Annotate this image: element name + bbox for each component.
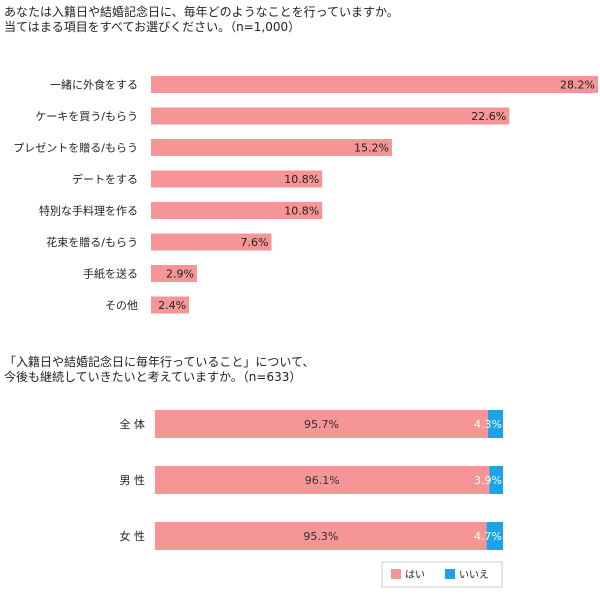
category-label: ケーキを買う/もらう (35, 110, 138, 123)
segment-label: 95.7% (304, 418, 339, 431)
category-label: その他 (105, 299, 138, 312)
question-2-text: 「入籍日や結婚記念日に毎年行っていること」について、 今後も継続していきたいと考… (4, 355, 315, 384)
value-label: 2.4% (158, 299, 186, 312)
category-label: デートをする (72, 172, 138, 186)
category-label: 一緒に外食をする (50, 78, 138, 92)
category-label: 花束を贈る/もらう (46, 235, 138, 249)
legend-swatch (445, 569, 455, 579)
value-label: 28.2% (560, 79, 595, 92)
value-label: 22.6% (471, 110, 506, 123)
legend-swatch (391, 569, 401, 579)
bar-no (488, 410, 503, 438)
bar (151, 202, 323, 219)
bar-no (486, 522, 503, 550)
segment-label: 4.7% (474, 530, 502, 543)
group-label: 全 体 (120, 417, 146, 431)
legend-label: はい (405, 569, 425, 581)
bar-yes (155, 466, 490, 494)
category-label: 手紙を送る (83, 267, 138, 281)
bar (151, 139, 392, 156)
bar (151, 76, 598, 93)
value-label: 15.2% (354, 142, 389, 155)
value-label: 10.8% (284, 205, 319, 218)
legend-box (381, 561, 503, 588)
segment-label: 3.9% (474, 474, 502, 487)
segment-label: 4.3% (474, 418, 502, 431)
legend-label: いいえ (459, 569, 489, 581)
group-label: 男 性 (120, 473, 146, 487)
bar (151, 170, 323, 188)
category-label: プレゼントを贈る/もらう (13, 141, 138, 155)
bar-no (489, 466, 503, 494)
bar (151, 233, 272, 251)
value-label: 10.8% (284, 173, 319, 186)
segment-label: 96.1% (305, 474, 340, 487)
value-label: 2.9% (166, 268, 194, 281)
segment-label: 95.3% (303, 530, 338, 543)
value-label: 7.6% (241, 236, 269, 249)
bar-yes (155, 522, 487, 550)
bar (151, 296, 190, 314)
category-label: 特別な手料理を作る (39, 204, 138, 218)
group-label: 女 性 (120, 529, 146, 543)
question-1-text: あなたは入籍日や結婚記念日に、毎年どのようなことを行っていますか。 当てはまる項… (4, 5, 399, 34)
bar (151, 265, 197, 282)
bar-yes (155, 410, 489, 438)
bar (151, 107, 510, 125)
